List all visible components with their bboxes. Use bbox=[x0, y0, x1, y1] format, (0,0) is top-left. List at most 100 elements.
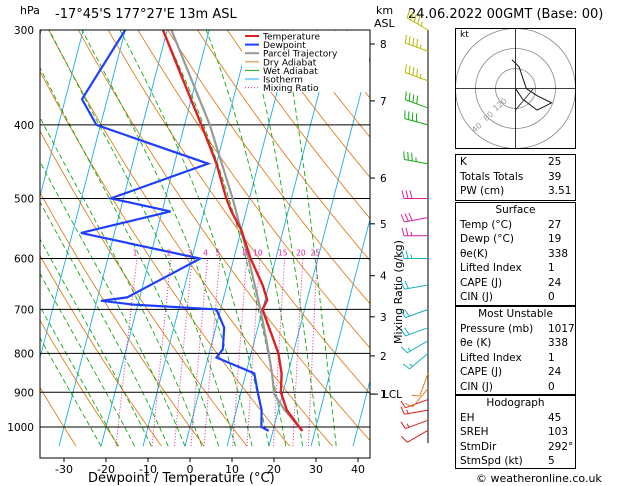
wind-barb-flag bbox=[400, 406, 405, 415]
pressure-tick-label: 300 bbox=[14, 25, 34, 37]
wind-barb bbox=[400, 212, 429, 223]
dry-adiabat-line bbox=[107, 30, 370, 395]
mixing-ratio-label: 5 bbox=[215, 249, 220, 258]
wind-barb-flag bbox=[404, 327, 410, 335]
table-row: PW (cm) 3.51 bbox=[456, 185, 575, 200]
mixing-ratio-label: 4 bbox=[203, 249, 208, 258]
table-value: 27 bbox=[548, 218, 562, 231]
table-key: Dewp (°C) bbox=[460, 233, 514, 245]
mixing-ratio-line bbox=[307, 258, 318, 447]
wind-barb bbox=[400, 419, 429, 430]
km-tick-label: 5 bbox=[380, 219, 387, 231]
wind-barb-flag bbox=[403, 151, 405, 160]
wet-adiabat-line bbox=[81, 30, 253, 447]
table-key: θe (K) bbox=[460, 337, 492, 349]
pressure-tick-label: 1000 bbox=[7, 422, 34, 434]
legend-entry: Dewpoint bbox=[263, 41, 306, 51]
wet-adiabat-line bbox=[161, 30, 287, 447]
hodograph-unit: kt bbox=[460, 30, 469, 40]
mixing-ratio-line bbox=[174, 258, 193, 447]
wind-barb bbox=[406, 9, 429, 31]
table-value: 292° bbox=[548, 440, 574, 453]
isotherm-line bbox=[40, 30, 84, 199]
isotherm-line bbox=[100, 30, 210, 447]
table-row: Pressure (mb) 1017 bbox=[456, 323, 575, 338]
wind-barb-half-flag bbox=[420, 21, 423, 27]
table-key: θe(K) bbox=[460, 247, 488, 260]
pressure-tick-label: 600 bbox=[14, 254, 34, 266]
pressure-tick-label: 900 bbox=[14, 387, 34, 399]
mixing-ratio-label: 2 bbox=[167, 249, 172, 258]
table-key: Pressure (mb) bbox=[460, 322, 534, 335]
km-tick-label: 1 bbox=[380, 389, 387, 401]
wind-barb bbox=[401, 190, 428, 199]
wind-barb-flag bbox=[406, 9, 410, 19]
table-title: Hodograph bbox=[486, 397, 545, 409]
table-row: CIN (J) 0 bbox=[456, 291, 575, 306]
wind-barb-flag bbox=[401, 346, 408, 354]
table-row: Lifted Index 1 bbox=[456, 262, 575, 277]
wind-barb-flag bbox=[404, 309, 410, 317]
table-row: CAPE (J) 24 bbox=[456, 277, 575, 292]
wind-barb-flag bbox=[401, 227, 405, 236]
wind-barb-shaft bbox=[404, 284, 429, 290]
wet-adiabat-line bbox=[40, 66, 220, 447]
table-row: Totals Totals 39 bbox=[456, 171, 575, 186]
mixing-ratio-label: 25 bbox=[310, 249, 320, 258]
storm-motion-line bbox=[515, 88, 534, 112]
wind-barb-shaft bbox=[419, 373, 429, 397]
wind-barb bbox=[411, 373, 429, 397]
table-value: 5 bbox=[548, 455, 555, 467]
mixing-ratio-label: 3 bbox=[188, 249, 193, 258]
pressure-tick-label: 400 bbox=[14, 120, 34, 132]
dewpoint-line bbox=[80, 30, 270, 432]
wind-barb bbox=[404, 91, 429, 109]
table-value: 45 bbox=[548, 411, 562, 424]
wind-barb-flag bbox=[401, 436, 408, 443]
x-tick-label: -10 bbox=[139, 463, 157, 476]
wet-adiabat-line bbox=[40, 305, 119, 447]
dry-adiabat-line bbox=[40, 130, 248, 447]
pressure-tick-label: 800 bbox=[14, 348, 34, 360]
indices-table: K 25 Totals Totals 39 PW (cm) 3.51 bbox=[455, 154, 576, 201]
wind-barb-flag bbox=[405, 227, 409, 236]
lcl-label: LCL bbox=[383, 389, 402, 401]
table-key: CIN (J) bbox=[460, 380, 493, 393]
wind-barb-half-flag bbox=[410, 231, 413, 236]
wind-barb bbox=[401, 340, 429, 354]
wind-barb-flag bbox=[407, 151, 409, 161]
table-value: 1 bbox=[548, 262, 555, 274]
wind-barb-flag bbox=[412, 37, 415, 46]
table-key: PW (cm) bbox=[460, 185, 505, 197]
isotherm-line bbox=[40, 30, 126, 360]
wet-adiabat-line bbox=[282, 30, 337, 447]
table-value: 338 bbox=[548, 337, 569, 349]
x-axis-label: Dewpoint / Temperature (°C) bbox=[88, 471, 275, 486]
wind-barb-flag bbox=[404, 34, 407, 44]
pressure-tick-label: 700 bbox=[14, 304, 34, 316]
dry-adiabat-line bbox=[196, 30, 370, 262]
wind-barb-flag bbox=[408, 65, 411, 75]
table-value: 0 bbox=[548, 291, 555, 303]
wind-barb-flag bbox=[417, 15, 421, 25]
wind-barb-half-flag bbox=[406, 409, 409, 414]
wind-barb-shaft bbox=[405, 327, 429, 337]
wind-barb-shaft bbox=[412, 388, 429, 408]
x-tick-label: 40 bbox=[351, 463, 365, 476]
wind-barb-flag bbox=[400, 421, 406, 429]
wind-barb-flag bbox=[400, 400, 406, 408]
mixing-ratio-line bbox=[115, 258, 138, 447]
wet-adiabat-line bbox=[246, 30, 320, 447]
mixing-ratio-line bbox=[273, 258, 286, 447]
dry-adiabat-line bbox=[40, 191, 205, 447]
mixing-ratio-line bbox=[151, 258, 172, 447]
wind-barb-flag bbox=[408, 212, 413, 221]
table-value: 25 bbox=[548, 156, 562, 168]
wind-barb bbox=[404, 388, 429, 408]
wet-adiabat-line bbox=[40, 272, 135, 447]
table-key: EH bbox=[460, 411, 475, 424]
wind-barb-flag bbox=[405, 190, 409, 199]
dry-adiabat-line bbox=[40, 386, 77, 447]
dry-adiabat-line bbox=[48, 30, 333, 447]
wind-barb-flag bbox=[412, 94, 415, 103]
